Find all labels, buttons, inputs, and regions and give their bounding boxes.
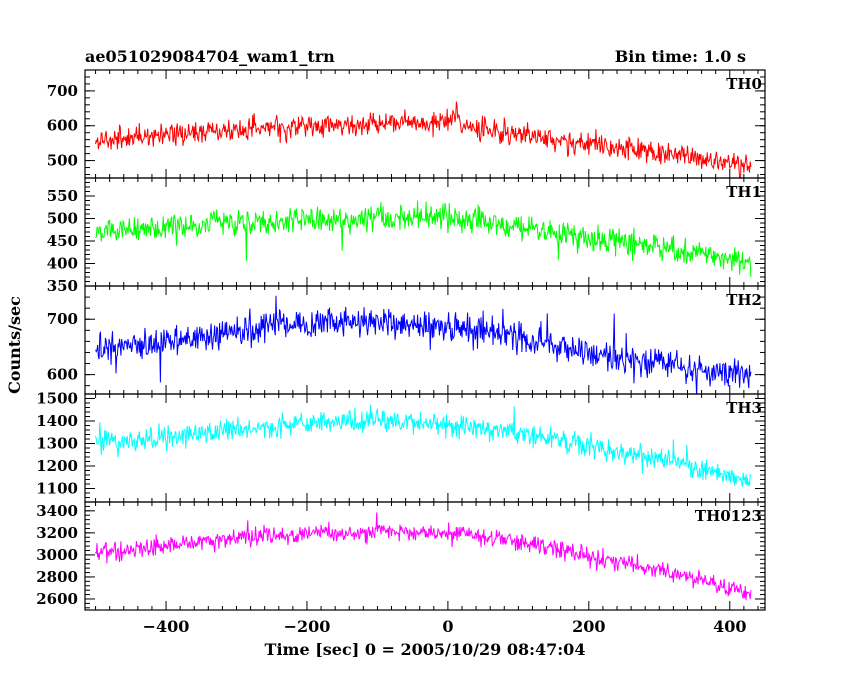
- panel-th3: 1100 1200 1300 1400 1500 TH3: [36, 390, 766, 503]
- chart-title: ae051029084704_wam1_trn: [85, 47, 335, 66]
- panel-frame: [84, 501, 766, 611]
- x-axis-label: Time [sec] 0 = 2005/10/29 08:47:04: [265, 640, 586, 659]
- y-tick-label: 1200: [36, 457, 78, 475]
- y-tick-label: 1400: [36, 412, 78, 430]
- panel-th0: 500 600 700 TH0: [47, 69, 766, 179]
- series-line-th0123: [95, 512, 752, 601]
- panels-group: 500 600 700 TH0 350 400 450 500 550 TH1 600 700 TH2 1…: [36, 69, 766, 611]
- series-line-th0: [95, 101, 752, 178]
- y-tick-label: 350: [47, 277, 78, 295]
- y-tick-label: 700: [47, 310, 78, 328]
- series-line-th3: [95, 404, 752, 487]
- panel-frame: [84, 177, 766, 287]
- y-tick-label: 3000: [36, 546, 78, 564]
- panel-label: TH3: [726, 399, 762, 417]
- panel-th0123: 2600 2800 3000 3200 3400 TH0123: [36, 501, 766, 611]
- bin-time-label: Bin time: 1.0 s: [615, 47, 746, 66]
- y-tick-label: 500: [47, 152, 78, 170]
- x-tick-label: −400: [143, 617, 190, 636]
- x-tick-label: −200: [284, 617, 331, 636]
- panel-label: TH1: [726, 183, 762, 201]
- y-tick-label: 500: [47, 210, 78, 228]
- y-tick-label: 1100: [36, 480, 78, 498]
- y-tick-label: 1300: [36, 435, 78, 453]
- panel-th1: 350 400 450 500 550 TH1: [47, 177, 766, 295]
- panel-label: TH2: [726, 291, 762, 309]
- x-tick-label: 400: [713, 617, 746, 636]
- y-tick-label: 600: [47, 117, 78, 135]
- y-tick-label: 700: [47, 82, 78, 100]
- x-tick-label: 200: [572, 617, 605, 636]
- y-tick-label: 600: [47, 366, 78, 384]
- y-tick-label: 550: [47, 187, 78, 205]
- y-tick-label: 1500: [36, 390, 78, 408]
- series-line-th2: [95, 295, 752, 394]
- y-tick-label: 450: [47, 232, 78, 250]
- panel-label: TH0: [726, 75, 762, 93]
- panel-th2: 600 700 TH2: [47, 285, 766, 395]
- y-tick-label: 3400: [36, 502, 78, 520]
- panel-label: TH0123: [695, 507, 762, 525]
- y-tick-label: 2800: [36, 568, 78, 586]
- y-tick-label: 400: [47, 255, 78, 273]
- series-line-th1: [95, 200, 752, 278]
- x-tick-label: 0: [442, 617, 453, 636]
- panel-frame: [84, 393, 766, 503]
- y-axis-label: Counts/sec: [5, 296, 24, 394]
- x-tick-labels: −400 −200 0 200 400: [143, 617, 747, 636]
- y-tick-label: 2600: [36, 590, 78, 608]
- y-tick-label: 3200: [36, 524, 78, 542]
